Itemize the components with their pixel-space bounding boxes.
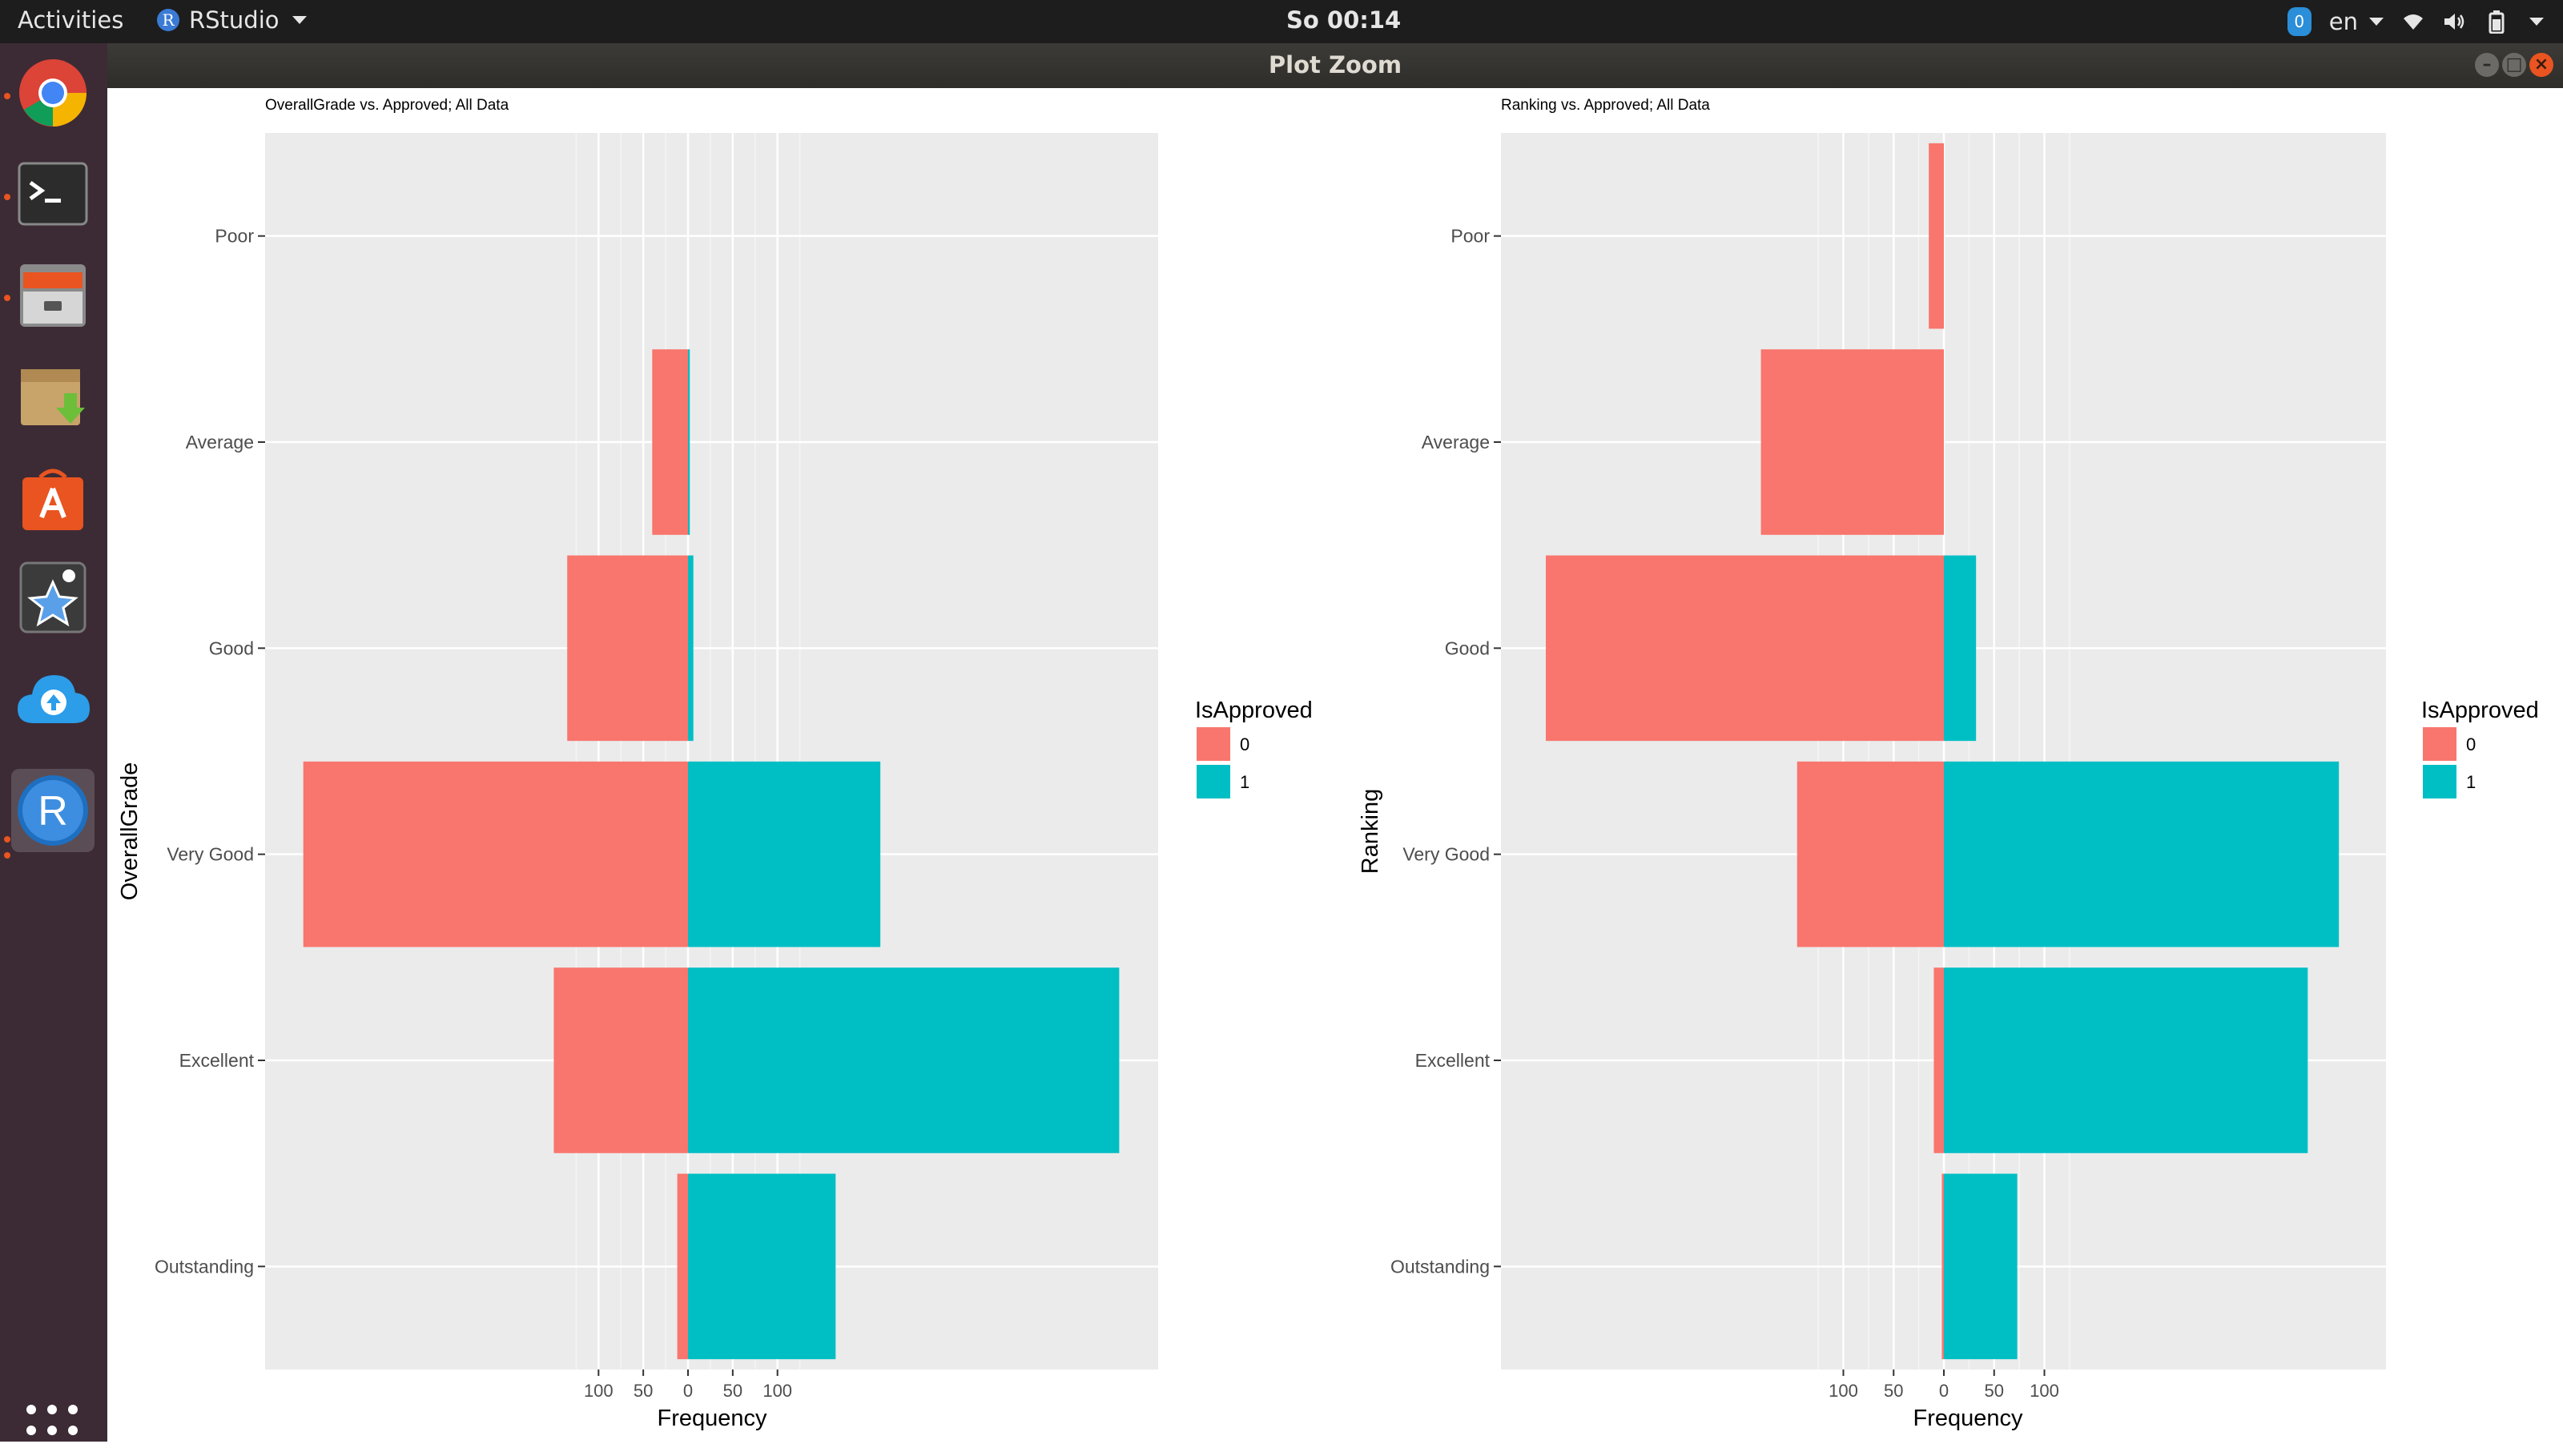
y-tick-label: Excellent [1415,1050,1491,1071]
software-center-icon[interactable] [11,455,95,538]
legend-key [1197,765,1230,798]
bar-isapproved-1 [1944,761,2340,947]
x-tick-label: 100 [584,1381,614,1401]
language-label: en [2328,8,2358,35]
notification-badge[interactable]: 0 [2287,7,2312,36]
y-axis-label: Ranking [1358,789,1383,874]
volume-icon[interactable] [2443,10,2467,34]
y-tick-label: Average [1422,432,1490,452]
y-tick-label: Outstanding [155,1256,254,1277]
app-menu[interactable]: R RStudio [157,6,307,34]
battery-icon[interactable] [2485,10,2509,34]
y-tick-label: Very Good [167,844,254,865]
chevron-down-icon [2369,18,2384,26]
window-controls: – □ × [2475,53,2553,77]
bar-isapproved-0 [1941,1173,1944,1360]
bar-isapproved-0 [303,761,688,947]
close-button[interactable]: × [2529,53,2553,77]
plots-svg: OverallGrade vs. Approved; All Data Poor A… [117,97,2539,1431]
show-applications-icon[interactable] [26,1405,78,1456]
archive-manager-icon[interactable] [11,354,95,437]
bar-isapproved-1 [688,761,881,947]
legend-key [2423,727,2456,761]
x-tick-label: 50 [634,1381,653,1401]
running-indicator [4,852,10,859]
y-tick-label: Average [186,432,254,452]
x-tick-label: 0 [1939,1381,1949,1401]
x-tick-label: 50 [1884,1381,1903,1401]
bar-isapproved-0 [553,967,688,1153]
bar-isapproved-0 [677,1173,688,1360]
y-tick-label: Very Good [1402,844,1490,865]
running-indicator [4,194,10,200]
files-icon[interactable] [11,253,95,336]
bar-isapproved-0 [1933,967,1944,1153]
legend-key [1197,727,1230,761]
running-indicator [4,836,10,843]
bar-isapproved-1 [1944,555,1977,742]
running-indicator [4,93,10,99]
top-bar: Activities R RStudio So 00:14 0 en [0,0,2563,43]
legend-title: IsApproved [2421,698,2539,723]
rstudio-icon[interactable]: R [11,769,95,852]
x-tick-label: 50 [723,1381,742,1401]
y-tick-label: Good [1445,638,1490,658]
bar-isapproved-0 [1760,349,1944,535]
bar-isapproved-1 [688,555,694,742]
dock: R [0,43,107,1456]
bar-isapproved-0 [1546,555,1944,742]
legend-label: 0 [2466,734,2476,754]
wifi-icon[interactable] [2401,10,2425,34]
bar-isapproved-1 [688,1173,836,1360]
window-title: Plot Zoom [1268,51,1402,78]
chrome-icon[interactable] [11,51,95,135]
chart-title: OverallGrade vs. Approved; All Data [265,97,509,114]
legend-label: 1 [2466,772,2476,792]
app-menu-label: RStudio [189,6,280,34]
x-tick-label: 100 [762,1381,792,1401]
language-menu[interactable]: en [2329,8,2384,35]
bar-isapproved-0 [1929,143,1944,329]
activities-button[interactable]: Activities [18,6,124,34]
cloud-upload-icon[interactable] [11,657,95,740]
y-tick-label: Good [209,638,254,658]
bar-isapproved-0 [652,349,688,535]
x-tick-label: 100 [2030,1381,2059,1401]
y-tick-label: Excellent [179,1050,255,1071]
legend-label: 1 [1240,772,1249,792]
bar-isapproved-0 [567,555,688,742]
bar-isapproved-0 [1797,761,1944,947]
plot-zoom-canvas: OverallGrade vs. Approved; All Data Poor A… [107,88,2563,1442]
svg-text:R: R [38,788,68,835]
bar-isapproved-1 [1944,967,2308,1153]
panel-background [265,133,1158,1370]
system-tray: 0 en [2287,5,2544,38]
chart-title: Ranking vs. Approved; All Data [1501,97,1710,114]
window-titlebar: Plot Zoom – □ × [107,43,2563,88]
y-tick-label: Poor [1450,226,1490,247]
x-axis-label: Frequency [1913,1406,2023,1431]
bar-isapproved-1 [1944,1173,2018,1360]
y-tick-label: Outstanding [1390,1256,1490,1277]
bar-isapproved-1 [688,349,690,535]
bar-isapproved-1 [688,967,1120,1153]
x-tick-label: 0 [683,1381,693,1401]
x-tick-label: 50 [1985,1381,2004,1401]
favorites-icon[interactable] [11,556,95,639]
terminal-icon[interactable] [11,152,95,235]
maximize-button[interactable]: □ [2502,53,2526,77]
legend-key [2423,765,2456,798]
system-menu-chevron-icon[interactable] [2529,18,2544,26]
legend-label: 0 [1240,734,1249,754]
chevron-down-icon [292,16,307,24]
legend-title: IsApproved [1195,698,1313,723]
y-tick-label: Poor [215,226,254,247]
running-indicator [4,295,10,301]
clock[interactable]: So 00:14 [1286,6,1402,34]
minimize-button[interactable]: – [2475,53,2499,77]
rstudio-small-icon: R [157,9,179,31]
x-axis-label: Frequency [657,1406,767,1431]
x-tick-label: 100 [1829,1381,1858,1401]
y-axis-label: OverallGrade [117,762,143,900]
